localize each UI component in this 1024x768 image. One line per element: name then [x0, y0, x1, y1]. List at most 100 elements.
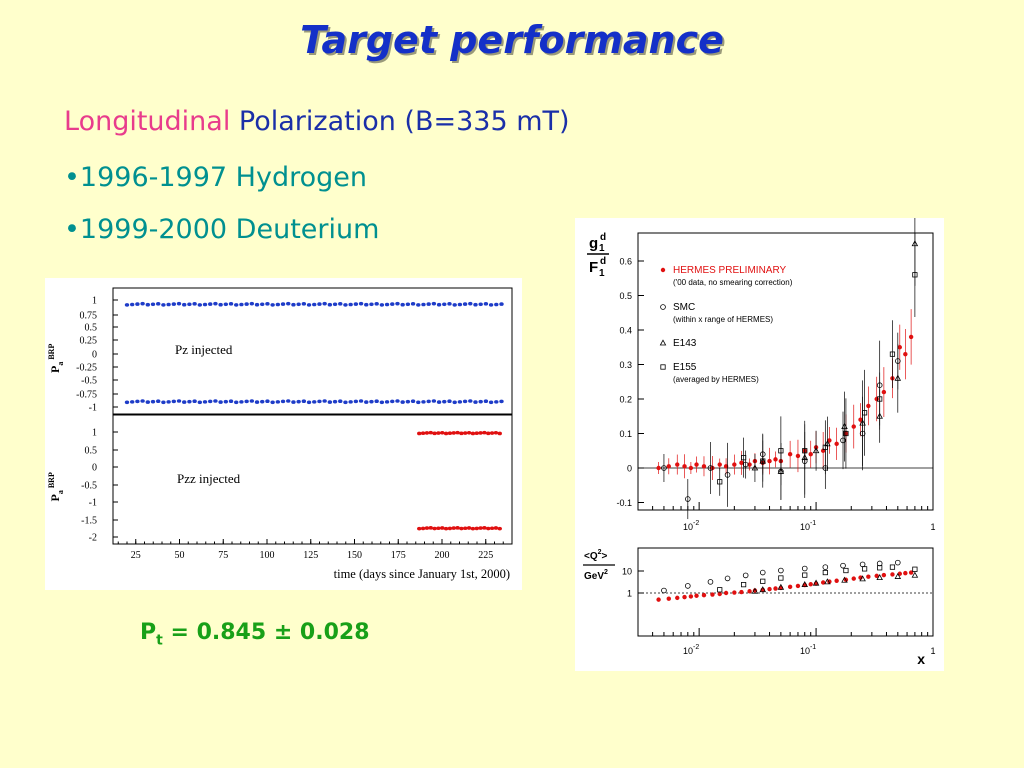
y-tick-label: 0.5 — [85, 446, 98, 457]
legend-note: (averaged by HERMES) — [673, 375, 759, 384]
data-point — [675, 462, 680, 467]
y-tick-label: -0.5 — [81, 376, 97, 387]
x-tick-label: 150 — [347, 550, 362, 561]
data-point — [859, 419, 866, 426]
data-point — [176, 301, 182, 306]
data-point — [874, 573, 879, 579]
panel-annotation: Pzz injected — [177, 471, 241, 486]
x-tick-label: 100 — [260, 550, 275, 561]
data-point — [489, 526, 495, 531]
panel-frame — [112, 414, 513, 545]
x-tick-exponent: -1 — [810, 520, 816, 527]
data-point — [474, 526, 479, 531]
q2-end: > — [602, 551, 608, 562]
data-point — [374, 399, 379, 404]
data-point — [249, 399, 255, 403]
data-point — [483, 399, 489, 404]
data-point — [436, 526, 441, 531]
data-point — [777, 583, 785, 590]
x-tick-label: 10-1 — [800, 520, 816, 532]
data-point — [717, 479, 723, 485]
data-point — [432, 526, 437, 531]
data-point — [802, 572, 808, 578]
data-point — [877, 396, 883, 402]
data-point — [432, 431, 437, 436]
series-square — [717, 232, 918, 496]
x-tick-label: 125 — [303, 550, 318, 561]
legend-note: ('00 data, no smearing correction) — [673, 278, 793, 287]
panel-frame — [637, 232, 934, 511]
data-point — [254, 302, 260, 307]
data-point — [473, 302, 478, 307]
data-point — [171, 399, 177, 404]
data-point — [497, 526, 502, 531]
data-point — [707, 579, 714, 585]
data-point — [717, 462, 722, 467]
data-point — [291, 400, 296, 404]
y-axis-label: Pa BRP — [47, 472, 65, 501]
data-point — [724, 575, 731, 582]
series-circle — [661, 559, 901, 594]
data-point — [140, 399, 145, 403]
data-point — [482, 430, 487, 435]
slide-title: Target performance — [300, 18, 724, 62]
data-point — [234, 400, 239, 405]
data-point — [275, 302, 281, 307]
data-point — [353, 399, 359, 404]
data-point — [859, 561, 866, 568]
data-point — [801, 580, 809, 588]
data-point — [187, 302, 192, 307]
data-point — [416, 400, 421, 405]
data-point — [682, 594, 687, 600]
data-point — [710, 465, 715, 471]
data-point — [462, 399, 468, 404]
data-point — [442, 399, 447, 404]
data-point — [488, 303, 494, 307]
data-point — [244, 302, 249, 306]
data-point — [280, 302, 286, 306]
data-point — [840, 437, 846, 444]
data-point — [343, 400, 348, 405]
legend-label: SMC — [673, 302, 695, 313]
y-tick-label: 0.25 — [80, 336, 98, 347]
data-point — [666, 464, 671, 469]
data-point — [424, 431, 430, 435]
y-axis-label: <Q2>GeV2 — [583, 549, 615, 582]
data-point — [482, 526, 487, 530]
data-point — [447, 302, 452, 306]
data-point — [889, 351, 896, 357]
data-point — [192, 399, 197, 404]
data-point — [218, 400, 223, 404]
data-point — [685, 496, 691, 502]
data-point — [452, 400, 457, 405]
data-point — [192, 302, 197, 306]
y-label-denominator: GeV2 — [584, 569, 608, 582]
y-label-sup: d — [600, 256, 606, 267]
data-point — [296, 302, 301, 307]
panel-annotation: Pz injected — [175, 342, 233, 357]
data-point — [280, 399, 286, 404]
data-point — [812, 579, 820, 586]
data-point — [466, 526, 472, 530]
data-point — [424, 526, 430, 530]
series-square — [717, 564, 918, 593]
data-point — [483, 302, 489, 306]
data-point — [478, 302, 483, 307]
data-point — [338, 302, 343, 306]
x-tick-base: 10 — [800, 646, 810, 656]
data-point — [675, 595, 680, 601]
y-axis-label-sup: BRP — [47, 472, 56, 490]
data-point — [732, 462, 737, 467]
panel-bottom: 1 0.5 0 -0.5 -1 -1.5 -2 Pa BRP Pzz injected 25 50 7… — [47, 414, 513, 581]
data-point — [470, 526, 476, 531]
q2-text: <Q — [584, 551, 598, 562]
data-point — [426, 399, 431, 404]
data-point — [688, 465, 694, 471]
data-point — [166, 400, 171, 404]
data-point — [187, 399, 192, 404]
data-point — [428, 526, 433, 530]
data-point — [312, 302, 317, 307]
data-point — [451, 431, 456, 435]
data-point — [787, 452, 793, 457]
